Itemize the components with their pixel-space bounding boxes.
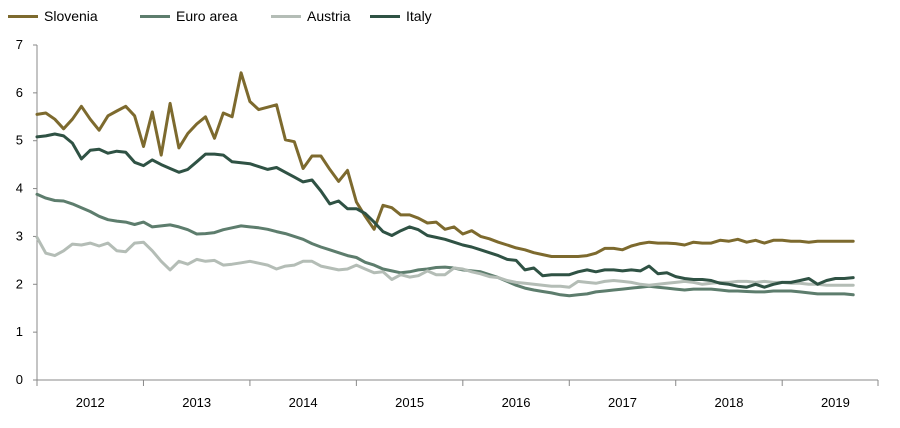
y-tick-label: 3 bbox=[16, 228, 23, 243]
legend-item-italy: Italy bbox=[370, 8, 432, 24]
x-tick-label: 2015 bbox=[395, 395, 424, 410]
x-tick-label: 2013 bbox=[182, 395, 211, 410]
legend-label-austria: Austria bbox=[307, 8, 351, 24]
series-line-austria bbox=[35, 235, 855, 289]
y-tick-label: 5 bbox=[16, 133, 23, 148]
y-tick-label: 0 bbox=[16, 372, 23, 387]
x-tick-label: 2012 bbox=[76, 395, 105, 410]
legend-swatch-italy bbox=[370, 14, 400, 18]
x-tick-label: 2016 bbox=[502, 395, 531, 410]
legend-label-italy: Italy bbox=[406, 8, 432, 24]
legend-swatch-slovenia bbox=[8, 14, 38, 18]
y-tick-label: 7 bbox=[16, 37, 23, 52]
y-tick-label: 4 bbox=[16, 181, 23, 196]
legend-label-euro-area: Euro area bbox=[176, 8, 238, 24]
x-tick-label: 2019 bbox=[821, 395, 850, 410]
series-line-euro-area bbox=[35, 192, 855, 298]
series-layer bbox=[35, 71, 855, 298]
x-tick-label: 2014 bbox=[289, 395, 318, 410]
x-tick-label: 2017 bbox=[608, 395, 637, 410]
series-line-slovenia bbox=[35, 71, 855, 258]
legend-item-slovenia: Slovenia bbox=[8, 8, 98, 24]
x-tick-label: 2018 bbox=[715, 395, 744, 410]
legend-label-slovenia: Slovenia bbox=[44, 8, 98, 24]
y-tick-label: 1 bbox=[16, 324, 23, 339]
legend-swatch-austria bbox=[271, 14, 301, 18]
chart-axes: 0 1 2 3 4 5 6 7 2012 2013 2014 2015 2016 2017 2018 2019 bbox=[16, 37, 879, 410]
series-line-italy bbox=[35, 132, 855, 289]
y-tick-label: 6 bbox=[16, 85, 23, 100]
legend-swatch-euro-area bbox=[140, 14, 170, 18]
legend-item-austria: Austria bbox=[271, 8, 351, 24]
legend-item-euro-area: Euro area bbox=[140, 8, 237, 24]
y-tick-label: 2 bbox=[16, 276, 23, 291]
